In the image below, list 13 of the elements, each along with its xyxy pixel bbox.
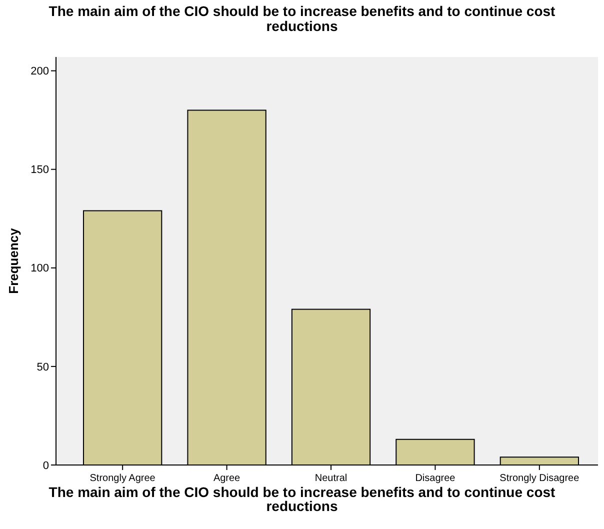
- y-tick-label: 50: [36, 361, 49, 374]
- x-tick-label: Agree: [213, 473, 241, 484]
- x-tick-label: Strongly Disagree: [500, 473, 580, 484]
- y-axis-title: Frequency: [6, 227, 21, 294]
- y-tick-label: 150: [30, 164, 49, 176]
- y-tick-label: 200: [30, 66, 49, 78]
- y-tick-label: 0: [42, 460, 49, 472]
- x-tick-label: Strongly Agree: [90, 473, 156, 484]
- y-tick-label: 100: [30, 262, 49, 275]
- chart-title: The main aim of the CIO should be to increase benefits and to continue cost reductions: [48, 3, 556, 34]
- x-axis-title: The main aim of the CIO should be to increase benefits and to continue cost reductions: [48, 484, 556, 514]
- x-tick-label: Disagree: [415, 473, 456, 484]
- x-tick-label: Neutral: [314, 473, 348, 484]
